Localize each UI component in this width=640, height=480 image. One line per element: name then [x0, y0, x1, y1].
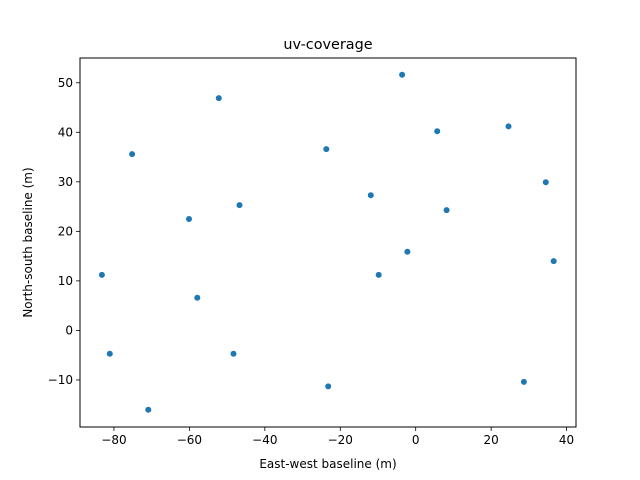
y-tick-label: −10 — [48, 373, 73, 387]
x-tick-label: 20 — [483, 433, 498, 447]
x-tick-label: 0 — [412, 433, 420, 447]
chart-title: uv-coverage — [283, 37, 372, 53]
scatter-point — [186, 216, 192, 222]
scatter-point — [215, 95, 222, 102]
y-axis-label: North-south baseline (m) — [21, 167, 35, 317]
y-tick-label: 20 — [58, 224, 73, 238]
scatter-point — [399, 71, 406, 78]
plot-frame — [79, 57, 577, 428]
x-tick-label: −20 — [328, 433, 353, 447]
scatter-point — [505, 123, 512, 130]
y-tick-label: 50 — [58, 76, 73, 90]
scatter-point — [129, 151, 136, 158]
scatter-point — [443, 207, 450, 214]
x-tick-label: −80 — [101, 433, 126, 447]
x-tick-label: 40 — [559, 433, 574, 447]
scatter-point — [367, 192, 374, 199]
x-axis-ticks: −80 −60 −40 −20 0 20 40 — [101, 427, 574, 447]
scatter-point — [325, 383, 332, 390]
scatter-point — [434, 128, 441, 135]
scatter-point — [106, 350, 113, 357]
scatter-point — [194, 294, 201, 301]
scatter-point — [230, 350, 237, 357]
scatter-point — [98, 271, 105, 278]
scatter-point — [550, 258, 557, 265]
x-tick-label: −40 — [252, 433, 277, 447]
scatter-point — [323, 146, 330, 153]
scatter-point — [520, 378, 527, 385]
scatter-point — [542, 179, 549, 186]
scatter-point — [145, 406, 152, 413]
scatter-point — [375, 271, 382, 278]
x-tick-label: −60 — [177, 433, 202, 447]
y-tick-label: 30 — [58, 175, 73, 189]
y-tick-label: 10 — [58, 274, 73, 288]
y-tick-label: 0 — [65, 323, 73, 337]
x-axis-label: East-west baseline (m) — [259, 457, 396, 471]
scatter-point — [404, 248, 411, 255]
scatter-point — [236, 202, 243, 209]
y-axis-ticks: −10 0 10 20 30 40 50 — [48, 76, 80, 387]
y-tick-label: 40 — [58, 125, 73, 139]
scatter-points — [98, 71, 557, 413]
